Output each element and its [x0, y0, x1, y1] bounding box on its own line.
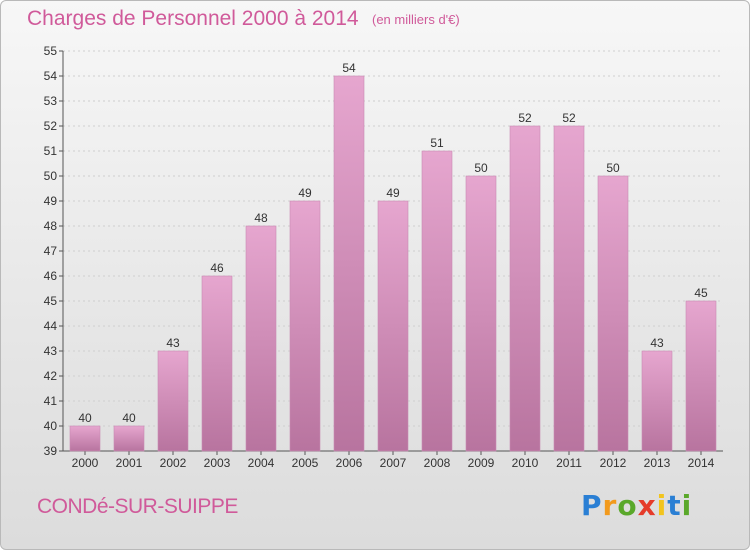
logo-letter: o: [617, 489, 638, 522]
proxiti-logo[interactable]: Proxiti: [581, 489, 692, 522]
y-tick-label: 45: [44, 294, 58, 308]
logo-letter: t: [667, 489, 682, 522]
bar-2007: [377, 200, 409, 452]
bar-2008: [421, 150, 453, 452]
x-tick-label: 2014: [688, 456, 715, 470]
data-label: 49: [298, 186, 312, 200]
y-tick-label: 54: [44, 69, 58, 83]
data-label: 45: [694, 286, 708, 300]
data-label: 40: [78, 411, 92, 425]
bar-2004: [245, 225, 277, 452]
data-label: 50: [474, 161, 488, 175]
y-tick-label: 50: [44, 169, 58, 183]
y-tick-label: 49: [44, 194, 58, 208]
x-tick-label: 2011: [556, 456, 582, 470]
data-label: 54: [342, 61, 356, 75]
chart-subtitle: (en milliers d'€): [372, 12, 460, 27]
data-label: 48: [254, 211, 268, 225]
y-tick-label: 44: [44, 319, 58, 333]
data-labels: 40 40 43 46 48 49 54 49 51 50 52 52 50 43 45: [78, 61, 708, 425]
y-tick-label: 53: [44, 94, 58, 108]
logo-letter: x: [637, 489, 657, 522]
y-tick-label: 51: [44, 144, 58, 158]
y-tick-label: 46: [44, 269, 58, 283]
x-tick-label: 2001: [116, 456, 143, 470]
x-tick-label: 2008: [424, 456, 451, 470]
bar-2010: [509, 125, 541, 452]
x-tick-label: 2010: [512, 456, 539, 470]
data-label: 52: [518, 111, 532, 125]
x-tick-label: 2013: [644, 456, 671, 470]
bar-2001: [113, 425, 145, 452]
y-tick-label: 40: [44, 419, 58, 433]
x-tick-label: 2005: [292, 456, 319, 470]
y-tick-labels: 39 40 41 42 43 44 45 46 47 48 49 50 51 52 53 54 55: [44, 44, 58, 458]
x-tick-label: 2002: [160, 456, 187, 470]
data-label: 52: [562, 111, 576, 125]
x-tick-labels: 2000 2001 2002 2003 2004 2005 2006 2007 2008 2009…: [72, 456, 715, 470]
bars: [69, 75, 717, 452]
bar-2005: [289, 200, 321, 452]
chart-title: Charges de Personnel 2000 à 2014: [27, 7, 359, 30]
data-label: 51: [430, 136, 444, 150]
bar-2002: [157, 350, 189, 452]
logo-letter: r: [602, 489, 618, 522]
commune-name: CONDé-SUR-SUIPPE: [37, 495, 238, 518]
y-tick-label: 41: [44, 394, 58, 408]
data-label: 46: [210, 261, 224, 275]
data-label: 49: [386, 186, 400, 200]
y-tick-label: 43: [44, 344, 58, 358]
x-tick-label: 2004: [248, 456, 275, 470]
bar-2009: [465, 175, 497, 452]
data-label: 50: [606, 161, 620, 175]
y-tick-label: 55: [44, 44, 58, 58]
x-tick-label: 2012: [600, 456, 627, 470]
y-tick-label: 48: [44, 219, 58, 233]
logo-letter: i: [681, 489, 693, 522]
y-tick-label: 42: [44, 369, 58, 383]
x-tick-label: 2003: [204, 456, 231, 470]
bar-2013: [641, 350, 673, 452]
bar-2011: [553, 125, 585, 452]
x-tick-label: 2000: [72, 456, 99, 470]
y-tick-label: 39: [44, 444, 58, 458]
bar-2000: [69, 425, 101, 452]
bar-2006: [333, 75, 365, 452]
logo-letter: i: [656, 489, 668, 522]
bar-2012: [597, 175, 629, 452]
y-tick-label: 52: [44, 119, 58, 133]
bar-2003: [201, 275, 233, 452]
y-tick-label: 47: [44, 244, 58, 258]
data-label: 43: [166, 336, 180, 350]
bar-2014: [685, 300, 717, 452]
data-label: 43: [650, 336, 664, 350]
data-label: 40: [122, 411, 136, 425]
x-tick-label: 2006: [336, 456, 363, 470]
logo-letter: P: [581, 489, 603, 522]
x-tick-label: 2007: [380, 456, 407, 470]
x-tick-label: 2009: [468, 456, 495, 470]
